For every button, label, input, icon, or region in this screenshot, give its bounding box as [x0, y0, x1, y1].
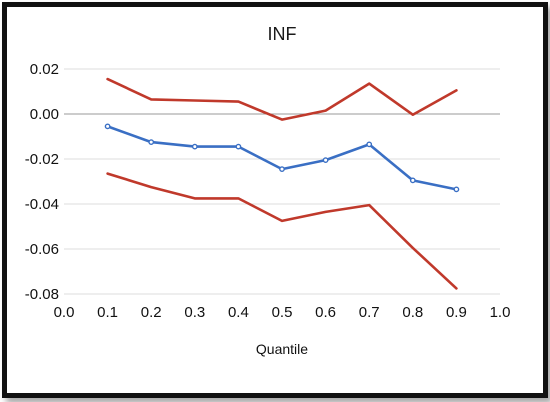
series-line-2: [106, 125, 458, 191]
x-tick-label: 1.0: [490, 304, 511, 321]
chart-title: INF: [268, 24, 297, 44]
gridlines: [64, 68, 500, 295]
x-tick-label: 0.2: [141, 304, 162, 321]
series-line-3: [106, 172, 458, 290]
x-tick-label: 0.7: [359, 304, 380, 321]
y-tick-label: -0.04: [25, 196, 59, 213]
y-tick-label: -0.08: [25, 286, 59, 303]
y-tick-label: 0.00: [30, 106, 59, 123]
data-point: [366, 141, 373, 148]
x-tick-label: 0.4: [228, 304, 249, 321]
x-tick-label: 0.3: [184, 304, 205, 321]
x-tick-label: 0.9: [446, 304, 467, 321]
data-point: [235, 143, 242, 150]
chart-frame: 0.02 0.00 -0.02 -0.04 -0.06 -0.08 0.0 0.1 0.2 0.…: [2, 2, 548, 398]
y-tick-label: -0.02: [25, 151, 59, 168]
y-axis-ticks: 0.02 0.00 -0.02 -0.04 -0.06 -0.08: [25, 61, 59, 303]
x-axis-label: Quantile: [256, 341, 308, 357]
data-point: [453, 186, 460, 193]
series-group: [104, 77, 460, 290]
x-tick-label: 0.5: [272, 304, 293, 321]
data-point: [409, 177, 416, 184]
data-point: [191, 143, 198, 150]
y-tick-label: 0.02: [30, 61, 59, 78]
x-tick-label: 0.0: [54, 304, 75, 321]
series-line-1: [106, 77, 458, 121]
x-tick-label: 0.1: [97, 304, 118, 321]
data-point: [104, 123, 111, 130]
x-axis-ticks: 0.0 0.1 0.2 0.3 0.4 0.5 0.6 0.7 0.8 0.9 1.0: [54, 304, 511, 321]
data-point: [322, 157, 329, 164]
x-tick-label: 0.6: [315, 304, 336, 321]
data-point: [148, 139, 155, 146]
data-point: [279, 166, 285, 173]
x-tick-label: 0.8: [402, 304, 423, 321]
y-tick-label: -0.06: [25, 241, 59, 258]
line-chart: 0.020.00-0.02-0.04-0.06-0.08 0.0 0.1 0.2 0.…: [25, 24, 511, 357]
